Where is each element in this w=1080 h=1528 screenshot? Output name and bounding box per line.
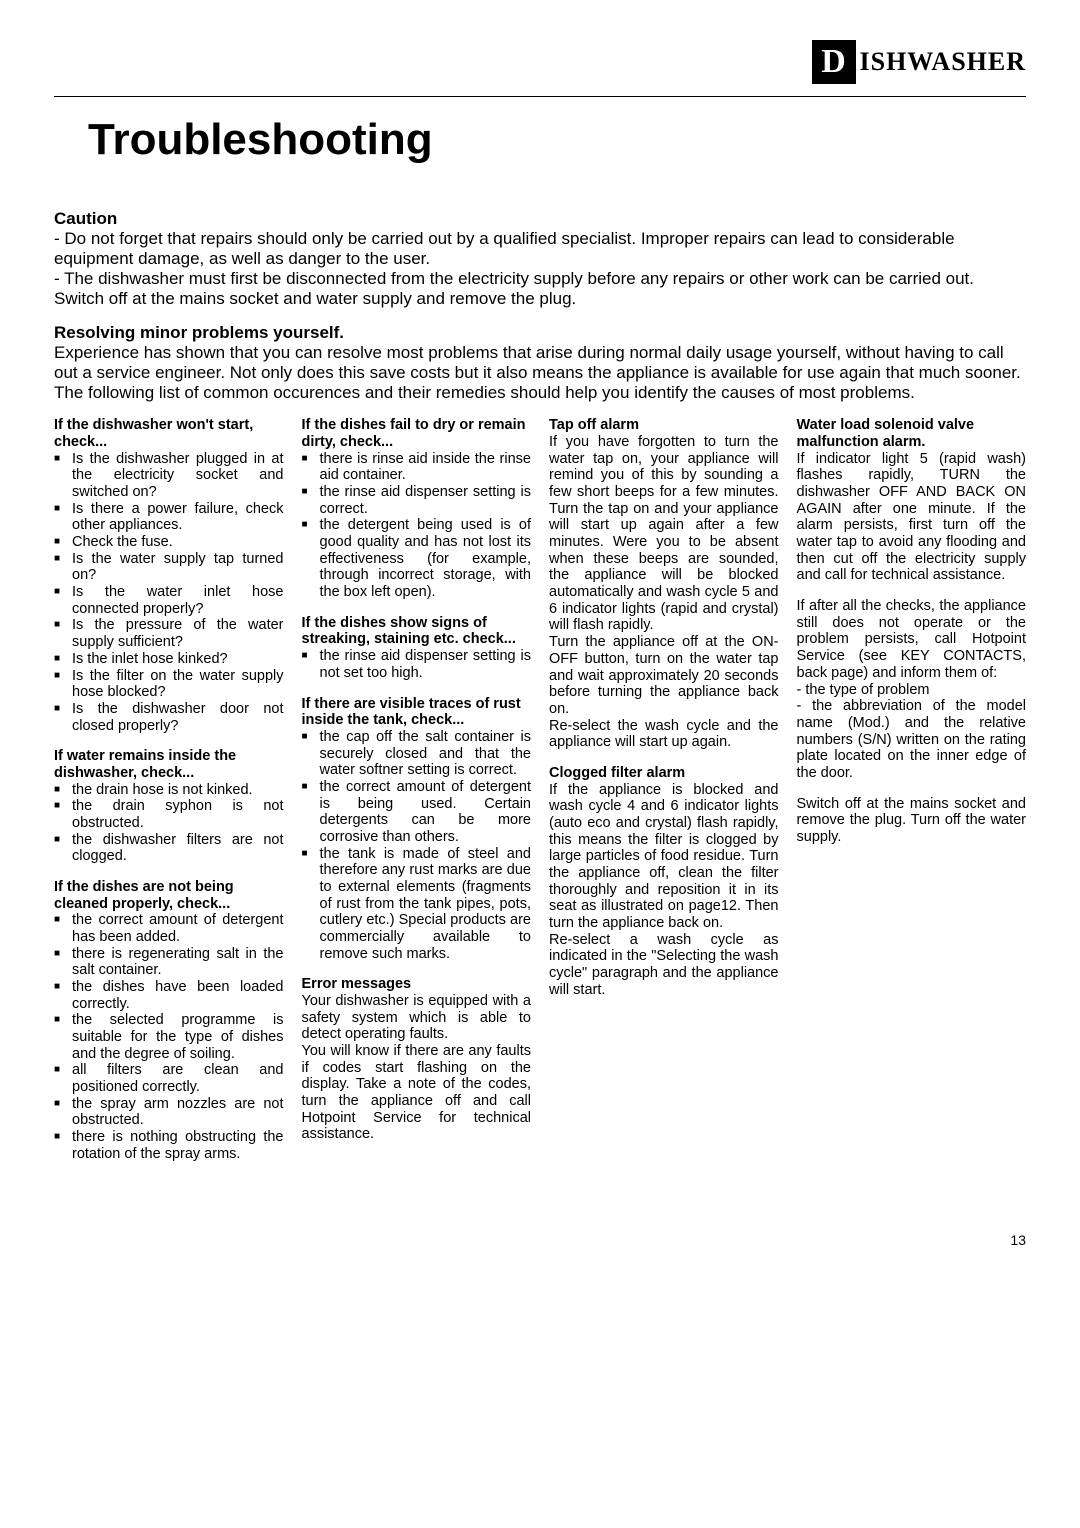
bullet-list: Is the dishwasher plugged in at the elec… xyxy=(54,451,284,734)
caution-block: Caution - Do not forget that repairs sho… xyxy=(54,209,1026,309)
bullet-list: the drain hose is not kinked. the drain … xyxy=(54,782,284,865)
section-wont-start: If the dishwasher won't start, check... … xyxy=(54,417,284,734)
paragraph: Re-select a wash cycle as indicated in t… xyxy=(549,932,779,999)
list-item: the drain syphon is not obstructed. xyxy=(54,798,284,831)
list-item: there is rinse aid inside the rinse aid … xyxy=(302,451,532,484)
section-heading: Error messages xyxy=(302,976,532,993)
list-item: Is the water inlet hose connected proper… xyxy=(54,584,284,617)
paragraph: Turn the appliance off at the ON-OFF but… xyxy=(549,634,779,717)
section-not-cleaned: If the dishes are not being cleaned prop… xyxy=(54,879,284,1162)
list-item: the tank is made of steel and therefore … xyxy=(302,846,532,963)
divider xyxy=(54,96,1026,97)
list-item: the rinse aid dispenser setting is not s… xyxy=(302,648,532,681)
paragraph: Your dishwasher is equipped with a safet… xyxy=(302,993,532,1043)
list-item: the selected programme is suitable for t… xyxy=(54,1012,284,1062)
section-solenoid: Water load solenoid valve malfunction al… xyxy=(797,417,1027,584)
section-streaking: If the dishes show signs of streaking, s… xyxy=(302,615,532,682)
section-clogged: Clogged filter alarm If the appliance is… xyxy=(549,765,779,998)
bullet-list: the cap off the salt container is secure… xyxy=(302,729,532,962)
brand-initial-box: D xyxy=(812,40,856,84)
caution-line-1: - Do not forget that repairs should only… xyxy=(54,229,1026,269)
bullet-list: the correct amount of detergent has been… xyxy=(54,912,284,1162)
list-item: the rinse aid dispenser setting is corre… xyxy=(302,484,532,517)
caution-line-2: - The dishwasher must first be disconnec… xyxy=(54,269,1026,309)
resolving-heading: Resolving minor problems yourself. xyxy=(54,323,1026,343)
resolving-body: Experience has shown that you can resolv… xyxy=(54,343,1026,403)
section-heading: If the dishes fail to dry or remain dirt… xyxy=(302,417,532,450)
paragraph: - the type of problem xyxy=(797,682,1027,699)
list-item: the correct amount of detergent has been… xyxy=(54,912,284,945)
paragraph: - the abbreviation of the model name (Mo… xyxy=(797,698,1027,781)
list-item: the dishes have been loaded correctly. xyxy=(54,979,284,1012)
list-item: Is the dishwasher plugged in at the elec… xyxy=(54,451,284,501)
brand-logo: D ISHWASHER xyxy=(812,40,1027,84)
list-item: there is nothing obstructing the rotatio… xyxy=(54,1129,284,1162)
section-heading: If the dishes show signs of streaking, s… xyxy=(302,615,532,648)
page-header: D ISHWASHER xyxy=(54,40,1026,84)
section-heading: If there are visible traces of rust insi… xyxy=(302,696,532,729)
paragraph: If indicator light 5 (rapid wash) flashe… xyxy=(797,451,1027,584)
paragraph: If the appliance is blocked and wash cyc… xyxy=(549,782,779,932)
list-item: the detergent being used is of good qual… xyxy=(302,517,532,600)
section-switch-off: Switch off at the mains socket and remov… xyxy=(797,796,1027,846)
list-item: the dishwasher filters are not clogged. xyxy=(54,832,284,865)
bullet-list: there is rinse aid inside the rinse aid … xyxy=(302,451,532,601)
section-heading: Clogged filter alarm xyxy=(549,765,779,782)
section-heading: Water load solenoid valve malfunction al… xyxy=(797,417,1027,450)
section-error-messages: Error messages Your dishwasher is equipp… xyxy=(302,976,532,1143)
page-number: 13 xyxy=(1010,1232,1026,1248)
page-title: Troubleshooting xyxy=(88,115,1026,165)
list-item: Is the water supply tap turned on? xyxy=(54,551,284,584)
list-item: the cap off the salt container is secure… xyxy=(302,729,532,779)
section-heading: If the dishwasher won't start, check... xyxy=(54,417,284,450)
brand-text: ISHWASHER xyxy=(860,47,1027,77)
section-tap-off: Tap off alarm If you have forgotten to t… xyxy=(549,417,779,750)
bullet-list: the rinse aid dispenser setting is not s… xyxy=(302,648,532,681)
paragraph: If after all the checks, the appliance s… xyxy=(797,598,1027,681)
resolving-block: Resolving minor problems yourself. Exper… xyxy=(54,323,1026,403)
paragraph: Switch off at the mains socket and remov… xyxy=(797,796,1027,846)
section-heading: If the dishes are not being cleaned prop… xyxy=(54,879,284,912)
list-item: there is regenerating salt in the salt c… xyxy=(54,946,284,979)
list-item: the spray arm nozzles are not obstructed… xyxy=(54,1096,284,1129)
caution-heading: Caution xyxy=(54,209,1026,229)
section-after-checks: If after all the checks, the appliance s… xyxy=(797,598,1027,781)
list-item: Is the filter on the water supply hose b… xyxy=(54,668,284,701)
list-item: the correct amount of detergent is being… xyxy=(302,779,532,846)
list-item: all filters are clean and positioned cor… xyxy=(54,1062,284,1095)
paragraph: You will know if there are any faults if… xyxy=(302,1043,532,1143)
section-heading: Tap off alarm xyxy=(549,417,779,434)
section-heading: If water remains inside the dishwasher, … xyxy=(54,748,284,781)
list-item: Check the fuse. xyxy=(54,534,284,551)
list-item: Is the pressure of the water supply suff… xyxy=(54,617,284,650)
section-water-remains: If water remains inside the dishwasher, … xyxy=(54,748,284,865)
content-columns: If the dishwasher won't start, check... … xyxy=(54,417,1026,1162)
paragraph: If you have forgotten to turn the water … xyxy=(549,434,779,634)
section-rust: If there are visible traces of rust insi… xyxy=(302,696,532,963)
section-fail-dry: If the dishes fail to dry or remain dirt… xyxy=(302,417,532,600)
paragraph: Re-select the wash cycle and the applian… xyxy=(549,718,779,751)
list-item: Is there a power failure, check other ap… xyxy=(54,501,284,534)
list-item: the drain hose is not kinked. xyxy=(54,782,284,799)
list-item: Is the inlet hose kinked? xyxy=(54,651,284,668)
list-item: Is the dishwasher door not closed proper… xyxy=(54,701,284,734)
